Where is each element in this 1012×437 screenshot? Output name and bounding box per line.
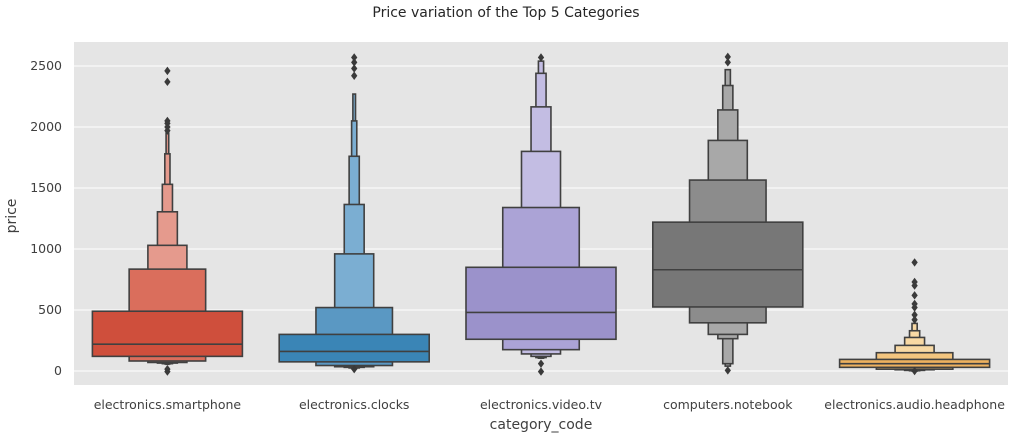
outlier-point <box>537 53 545 62</box>
outlier-point <box>164 364 171 374</box>
x-tick-label: electronics.audio.headphone <box>824 397 1005 412</box>
boxen-box <box>651 221 804 308</box>
x-axis-label: category_code <box>490 417 593 433</box>
outlier-point <box>351 71 358 80</box>
outlier-point <box>911 315 918 324</box>
x-tick-label: electronics.video.tv <box>480 397 603 412</box>
outlier-point <box>164 66 171 76</box>
chart-title: Price variation of the Top 5 Categories <box>372 5 639 21</box>
x-tick-label: electronics.smartphone <box>94 397 242 412</box>
outlier-point <box>724 52 731 62</box>
outlier-point <box>911 277 918 287</box>
x-tick-label: computers.notebook <box>663 397 793 412</box>
boxen-group <box>91 66 244 376</box>
boxen-groups <box>91 52 991 376</box>
y-tick-labels: 0 500 1000 1500 2000 2500 <box>30 58 62 378</box>
outlier-point <box>537 359 545 368</box>
outlier-point <box>911 310 918 320</box>
outlier-point <box>351 64 358 73</box>
outlier-point <box>724 366 731 375</box>
outlier-point <box>164 116 171 126</box>
x-tick-labels: electronics.smartphone electronics.clocks… <box>94 397 1006 412</box>
boxen-box <box>91 310 244 358</box>
outlier-point <box>351 53 358 62</box>
y-tick-label: 1000 <box>30 241 62 256</box>
outlier-point <box>351 364 358 374</box>
outlier-point <box>911 366 918 376</box>
y-tick-label: 2500 <box>30 58 62 73</box>
outlier-point <box>537 367 545 376</box>
outlier-point <box>911 258 918 267</box>
y-tick-label: 0 <box>54 363 62 378</box>
y-axis-label: price <box>4 199 20 234</box>
outlier-point <box>911 291 918 300</box>
outlier-point <box>164 77 171 87</box>
y-tick-label: 1500 <box>30 180 62 195</box>
boxen-box <box>278 333 431 363</box>
boxen-group <box>465 53 617 376</box>
x-tick-label: electronics.clocks <box>299 397 410 412</box>
boxen-group <box>651 52 804 375</box>
boxen-box <box>465 266 617 341</box>
boxen-group <box>278 53 431 374</box>
y-tick-label: 500 <box>38 302 62 317</box>
y-tick-label: 2000 <box>30 119 62 134</box>
boxen-group <box>838 258 991 376</box>
outlier-point <box>911 299 918 309</box>
outlier-point <box>351 58 358 67</box>
outlier-point <box>724 58 731 67</box>
